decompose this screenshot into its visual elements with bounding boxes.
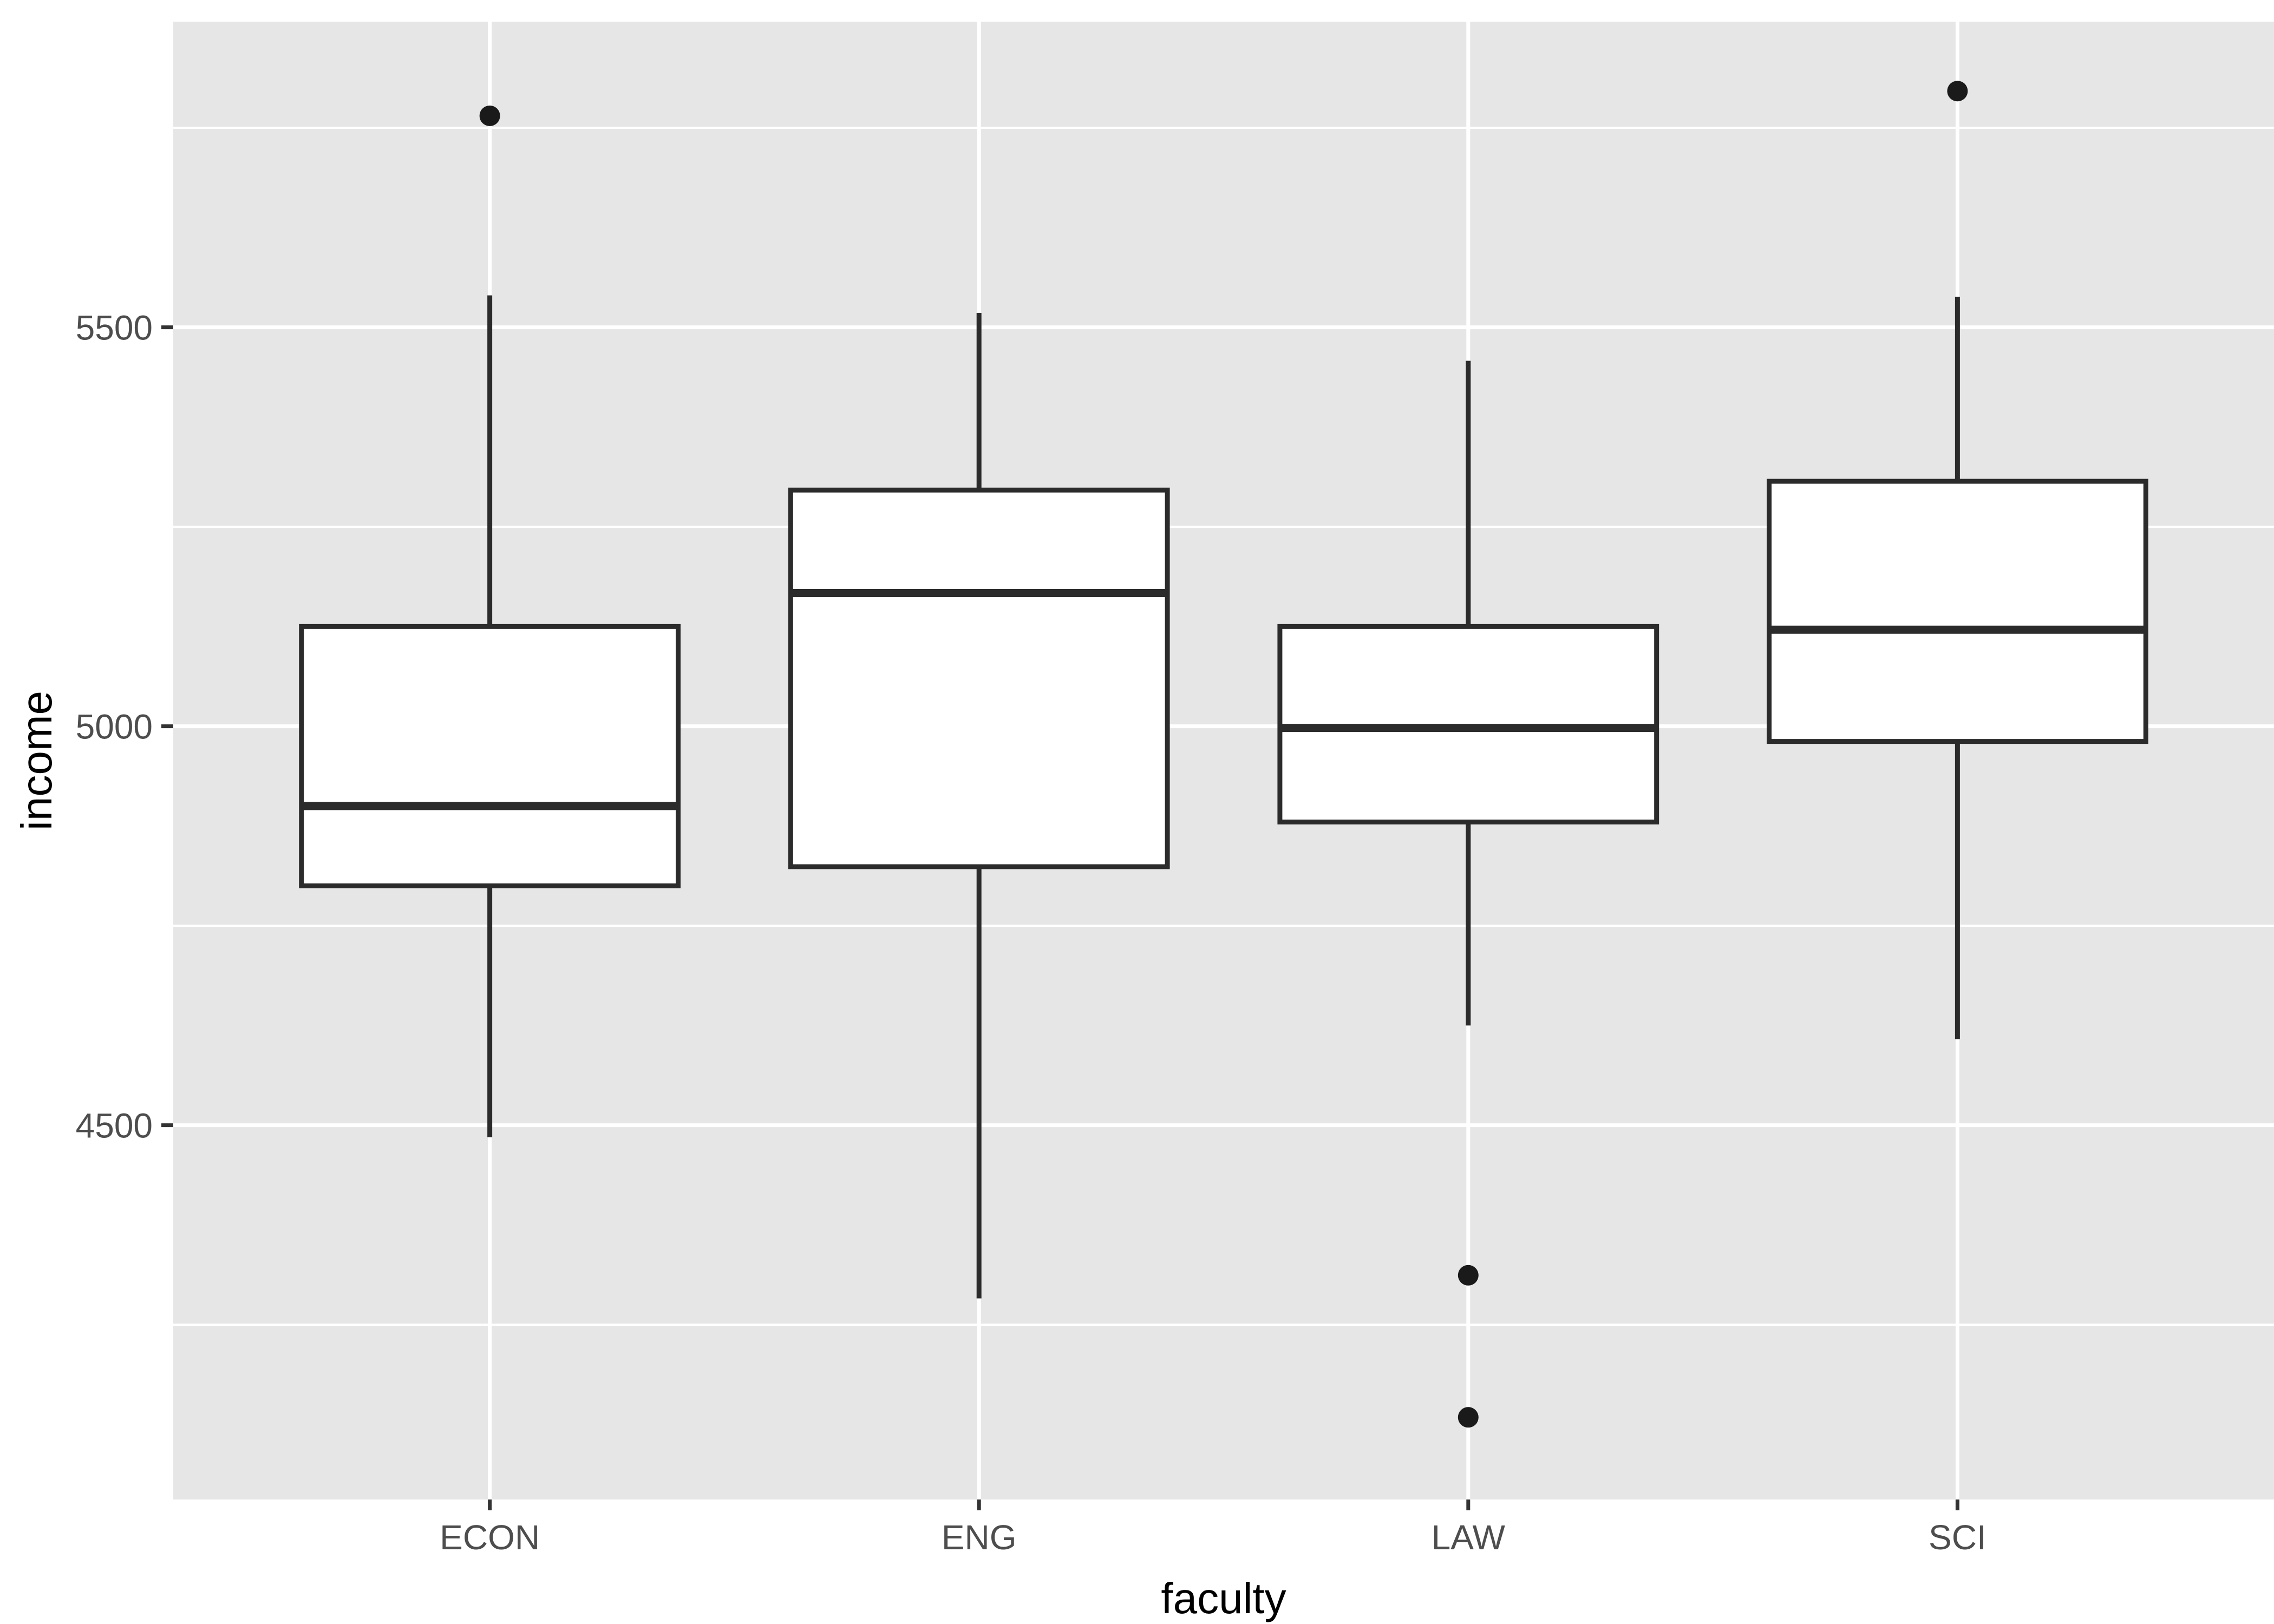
x-tick-label-eng: ENG: [942, 1518, 1017, 1557]
x-tick-label-econ: ECON: [440, 1518, 540, 1557]
box-sci: [1766, 479, 2148, 744]
outlier-point-law: [1458, 1407, 1479, 1428]
y-tick-label: 4500: [76, 1106, 153, 1145]
y-tick-label: 5500: [76, 309, 153, 348]
x-axis-title: faculty: [1161, 1574, 1286, 1622]
y-tick-label: 5000: [76, 708, 153, 746]
box-econ: [299, 624, 681, 888]
x-tick-label-sci: SCI: [1929, 1518, 1987, 1557]
outlier-point-econ: [479, 105, 500, 126]
y-axis-title: income: [12, 691, 61, 830]
x-tick-label-law: LAW: [1432, 1518, 1506, 1557]
outlier-point-sci: [1947, 81, 1968, 102]
outlier-point-law: [1458, 1265, 1479, 1286]
box-eng: [788, 487, 1170, 869]
